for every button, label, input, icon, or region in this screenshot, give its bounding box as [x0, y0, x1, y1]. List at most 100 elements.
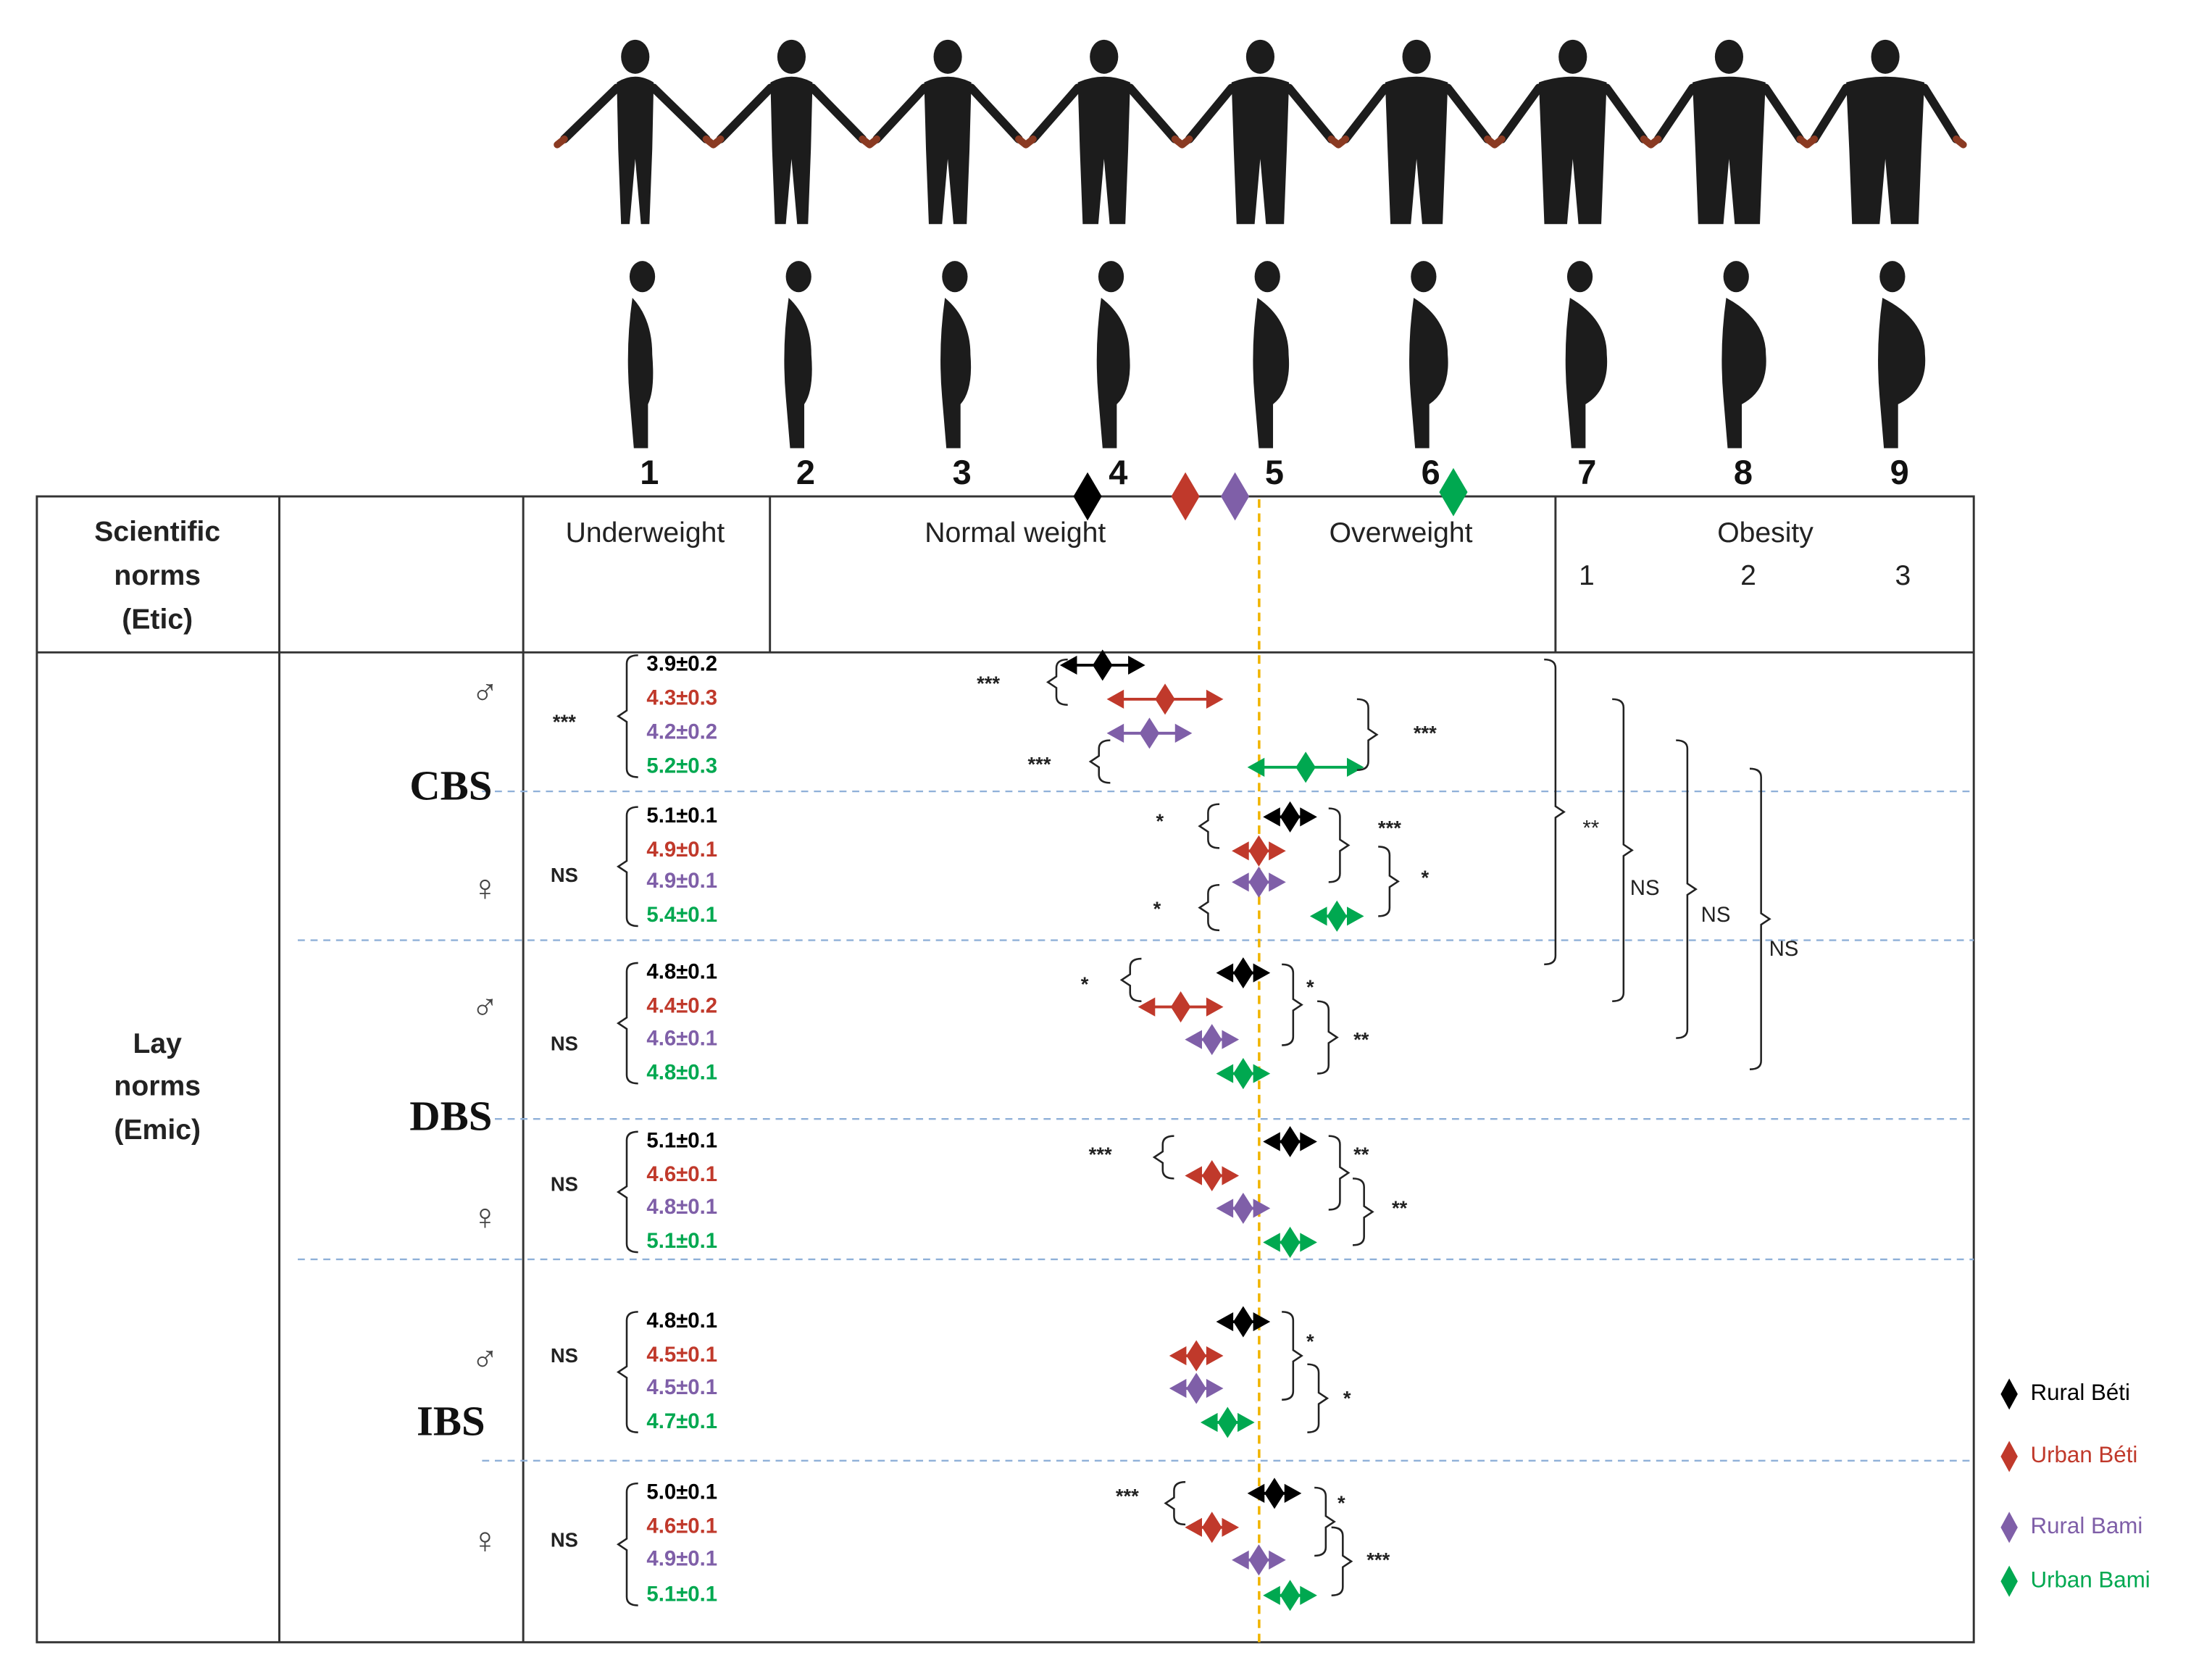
comparison-label: ***: [1116, 1485, 1139, 1507]
etic-label: Scientific: [94, 516, 220, 547]
mean-diamond: [1202, 1159, 1222, 1192]
sex-symbol: ♂: [471, 1338, 498, 1379]
hands: [1803, 135, 1967, 149]
front-head: [1245, 39, 1274, 74]
emic-label: Lay: [133, 1028, 183, 1059]
front-head: [777, 39, 806, 74]
scale-name: DBS: [409, 1093, 492, 1140]
comparison-label: ***: [1378, 817, 1401, 839]
mean-diamond: [1280, 1226, 1301, 1258]
side-body: [1096, 298, 1130, 449]
scale-comparison-bracket: [1749, 767, 1771, 1070]
figure-number: 8: [1734, 453, 1753, 491]
comparison-label: **: [1353, 1028, 1369, 1051]
legend-label: Urban Bami: [2030, 1567, 2150, 1592]
group-value: 5.1±0.1: [646, 804, 717, 828]
group-value: 4.5±0.1: [646, 1375, 717, 1399]
group-value: 4.9±0.1: [646, 869, 717, 893]
comparison-label: *: [1081, 972, 1089, 995]
comparison-bracket: [1119, 957, 1142, 1003]
legend-swatch: [2000, 1378, 2018, 1410]
legend-label: Urban Béti: [2030, 1442, 2137, 1467]
mean-diamond: [1233, 1306, 1253, 1338]
legend-swatch: [2000, 1441, 2018, 1472]
comparison-bracket: [1282, 1311, 1303, 1401]
mean-diamond: [1280, 1125, 1301, 1158]
front-arms: [716, 83, 867, 143]
sex-symbol: ♀: [471, 1196, 498, 1238]
test-result: NS: [551, 1529, 578, 1551]
front-body: [1538, 76, 1607, 225]
sex-symbol: ♂: [471, 671, 498, 712]
front-arms: [1653, 83, 1805, 143]
comparison-label: ***: [1089, 1143, 1112, 1165]
group-value: 4.4±0.2: [646, 993, 717, 1017]
figure-number: 6: [1422, 453, 1440, 491]
front-body: [1231, 76, 1290, 225]
scale-comparison-bracket: [1676, 739, 1698, 1039]
mean-diamond: [1170, 991, 1191, 1023]
front-arms: [1029, 83, 1180, 143]
figure-number: 9: [1890, 453, 1909, 491]
front-body: [1846, 76, 1925, 225]
comparison-bracket: [1331, 1526, 1353, 1597]
emic-label: norms: [114, 1070, 201, 1101]
comparison-bracket: [1378, 846, 1400, 917]
group-value: 5.4±0.1: [646, 903, 717, 927]
group-value: 5.1±0.1: [646, 1229, 717, 1253]
comparison-label: ***: [1366, 1549, 1390, 1571]
mean-diamond: [1233, 957, 1253, 989]
comparison-bracket: [1088, 739, 1111, 784]
scale-comparison-label: **: [1582, 817, 1599, 841]
mean-diamond: [1233, 1192, 1253, 1225]
group-value: 4.8±0.1: [646, 959, 717, 983]
figure-number: 1: [640, 453, 659, 491]
side-body: [1409, 298, 1448, 449]
mean-diamond: [1139, 717, 1160, 749]
side-head: [1411, 261, 1437, 293]
comparison-bracket: [1198, 884, 1220, 932]
side-head: [629, 261, 656, 293]
category: Underweight: [566, 517, 725, 549]
group-value: 4.3±0.3: [646, 686, 717, 710]
front-head: [621, 39, 650, 74]
obesity-class: 2: [1740, 560, 1756, 591]
comparison-label: ***: [1028, 753, 1051, 775]
comparison-label: *: [1337, 1492, 1345, 1514]
side-body: [784, 298, 812, 449]
scale-comparison-bracket: [1612, 698, 1634, 1003]
front-arms: [1185, 83, 1336, 143]
legend-label: Rural Bami: [2030, 1513, 2142, 1538]
table-frame: [36, 495, 1975, 1643]
front-arms: [1810, 83, 1961, 143]
side-head: [942, 261, 968, 293]
sex-symbol: ♀: [471, 867, 498, 909]
comparison-bracket: [1356, 698, 1379, 772]
front-body: [1077, 76, 1130, 225]
mean-diamond: [1217, 1406, 1238, 1438]
group-value: 5.0±0.1: [646, 1480, 717, 1504]
side-head: [1254, 261, 1280, 293]
mean-diamond: [1202, 1512, 1222, 1543]
mean-diamond: [1155, 683, 1175, 715]
comparison-bracket: [1282, 963, 1303, 1046]
side-body: [627, 298, 654, 449]
group-value: 4.8±0.1: [646, 1195, 717, 1219]
group-value: 4.8±0.1: [646, 1309, 717, 1333]
figure-number: 3: [953, 453, 972, 491]
figure-number: 2: [796, 453, 815, 491]
group-value: 4.9±0.1: [646, 838, 717, 862]
front-head: [1090, 39, 1119, 74]
front-arms: [872, 83, 1023, 143]
mean-diamond: [1248, 866, 1269, 898]
group-bracket: [616, 654, 638, 778]
group-bracket: [616, 1311, 638, 1433]
group-value: 4.6±0.1: [646, 1162, 717, 1186]
side-body: [1721, 298, 1766, 449]
scale-name: IBS: [417, 1397, 485, 1444]
group-value: 5.1±0.1: [646, 1583, 717, 1606]
scale-comparison-label: NS: [1630, 876, 1660, 900]
front-head: [1402, 39, 1431, 74]
front-arms: [1498, 83, 1648, 143]
